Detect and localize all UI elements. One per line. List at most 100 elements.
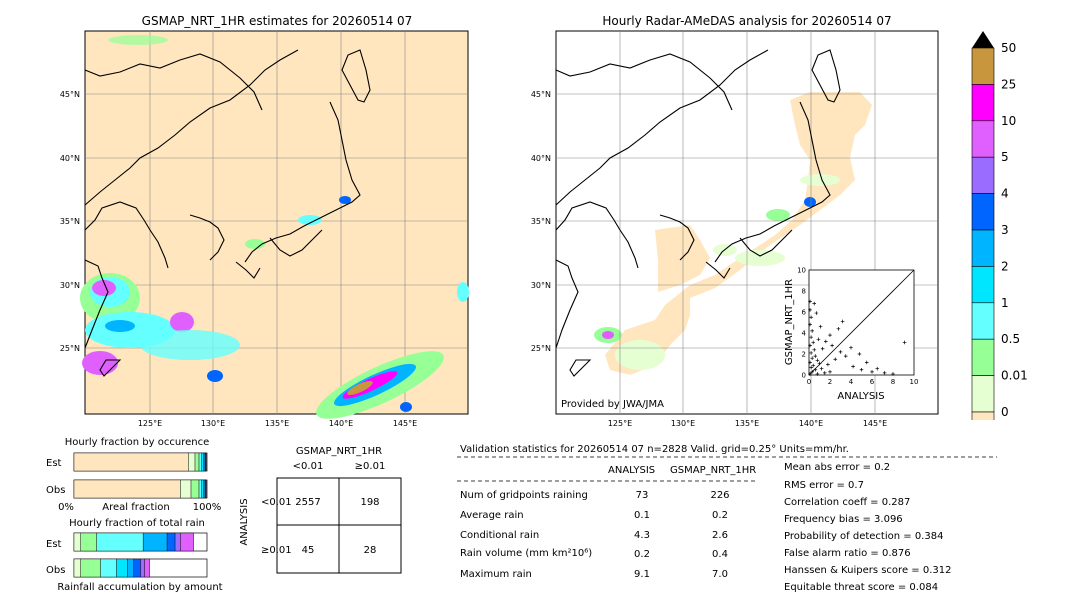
bar-segment [180, 532, 194, 552]
contingency-col-label: ≥0.01 [355, 461, 386, 472]
scatter-y-tick: 2 [802, 351, 806, 359]
stat-label: Rain volume (mm km²10⁶) [460, 548, 593, 559]
bar-segment [194, 452, 200, 472]
scatter-point [828, 370, 832, 374]
colorbar-cell [971, 156, 995, 194]
scatter-y-tick: 6 [802, 309, 807, 317]
rain-xlabel: Rainfall accumulation by amount [57, 582, 222, 593]
right-map-coastline [555, 49, 841, 377]
stat-gsmap: 2.6 [712, 530, 728, 541]
rain-fraction-title: Hourly fraction of total rain [69, 518, 205, 529]
scatter-y-tick: 4 [802, 330, 807, 338]
scatter-point [826, 362, 830, 367]
colorbar-level-label: 0.5 [1001, 332, 1020, 346]
left-map-axis-labels: 45°N 40°N 35°N 30°N 25°N 125°E 130°E 135… [60, 90, 417, 428]
contingency-cell: 2557 [295, 497, 320, 508]
scatter-point [833, 357, 838, 362]
occurrence-title: Hourly fraction by occurence [64, 437, 210, 448]
scatter-point [817, 361, 822, 366]
colorbar-extend-arrow [972, 31, 994, 48]
left-lon-label: 130°E [201, 419, 225, 428]
colorbar-level-label: 4 [1001, 187, 1009, 201]
scatter-x-tick: 4 [849, 378, 854, 386]
bar-segment [73, 479, 181, 499]
bar-segment [198, 479, 202, 499]
scatter-point [809, 365, 813, 370]
colorbar-level-label: 50 [1001, 41, 1016, 55]
rain-fraction-chart: Est Obs Rainfall accumulation by amount [46, 532, 223, 593]
scatter-point [819, 366, 824, 371]
scatter-point [810, 356, 814, 360]
scatter-point [828, 333, 832, 337]
score-line: Correlation coeff = 0.287 [784, 497, 911, 508]
right-lat-label: 25°N [531, 344, 551, 353]
colorbar-level-label: 25 [1001, 77, 1016, 91]
right-map-axis-labels: 45°N 40°N 35°N 30°N 25°N 125°E 130°E 135… [531, 90, 887, 428]
right-lon-label: 135°E [735, 419, 759, 428]
contingency-cell: 45 [302, 545, 315, 556]
scatter-xlabel: ANALYSIS [837, 391, 884, 402]
right-lon-label: 140°E [799, 419, 823, 428]
scatter-point [851, 364, 855, 369]
scatter-point [882, 371, 887, 375]
scatter-point [820, 346, 825, 351]
scatter-x-tick: 0 [807, 378, 811, 386]
colorbar-cell [971, 47, 995, 85]
colorbar-level-label: 0 [1001, 405, 1009, 419]
bar-segment [100, 558, 117, 578]
scatter-x-tick: 10 [910, 378, 919, 386]
scatter-x-tick: 6 [870, 378, 875, 386]
bar-segment [80, 558, 101, 578]
scatter-point [810, 329, 814, 333]
contingency-row-axis: ANALYSIS [239, 498, 250, 545]
right-map-grid [556, 31, 938, 414]
contingency-row-label: ≥0.01 [261, 545, 292, 556]
scatter-y-tick: 10 [797, 267, 806, 275]
validation-dividers [457, 456, 997, 482]
colorbar-level-label: 3 [1001, 223, 1009, 237]
left-lat-label: 35°N [60, 217, 80, 226]
scatter-point [811, 340, 815, 345]
col-analysis: ANALYSIS [608, 465, 656, 476]
scatter-point [824, 339, 828, 344]
occ-xlabel: Areal fraction [102, 502, 169, 513]
scatter-point [809, 351, 813, 355]
colorbar-level-label: 10 [1001, 114, 1016, 128]
left-lat-label: 40°N [60, 154, 80, 163]
bar-segment [80, 532, 97, 552]
score-line: Equitable threat score = 0.084 [784, 582, 939, 593]
scatter-point [810, 370, 814, 374]
score-line: Frequency bias = 3.096 [784, 514, 903, 525]
scatter-point [811, 363, 815, 368]
right-map-coverage [594, 92, 872, 375]
colorbar-cell [971, 375, 995, 413]
colorbar-cell [971, 193, 995, 231]
stat-gsmap: 0.2 [712, 510, 728, 521]
scatter-point [809, 335, 813, 339]
bar-segment [188, 452, 196, 472]
colorbar: 50 25 10 5 4 3 2 1 0.5 0.01 0 [971, 31, 1028, 420]
scatter-point [875, 366, 880, 371]
bar-segment [116, 558, 128, 578]
colorbar-cell [971, 266, 995, 304]
bar-segment [201, 452, 204, 472]
right-lat-label: 35°N [531, 217, 551, 226]
scatter-point [816, 337, 821, 342]
scatter-point [808, 343, 812, 348]
bar-segment [180, 479, 192, 499]
colorbar-cell [971, 120, 995, 158]
bar-segment [73, 452, 189, 472]
scatter-point [838, 350, 843, 354]
left-lon-label: 145°E [393, 419, 417, 428]
colorbar-cell [971, 411, 995, 420]
scatter-point [857, 352, 862, 356]
left-map-rain [80, 35, 469, 419]
scatter-point [818, 324, 823, 329]
score-line: RMS error = 0.7 [784, 480, 864, 491]
bar-segment [201, 479, 204, 499]
left-lat-label: 30°N [60, 281, 80, 290]
left-lon-label: 135°E [265, 419, 289, 428]
rain-cat-label: Est [46, 539, 62, 550]
scatter-point [864, 360, 869, 365]
colorbar-cell [971, 84, 995, 122]
